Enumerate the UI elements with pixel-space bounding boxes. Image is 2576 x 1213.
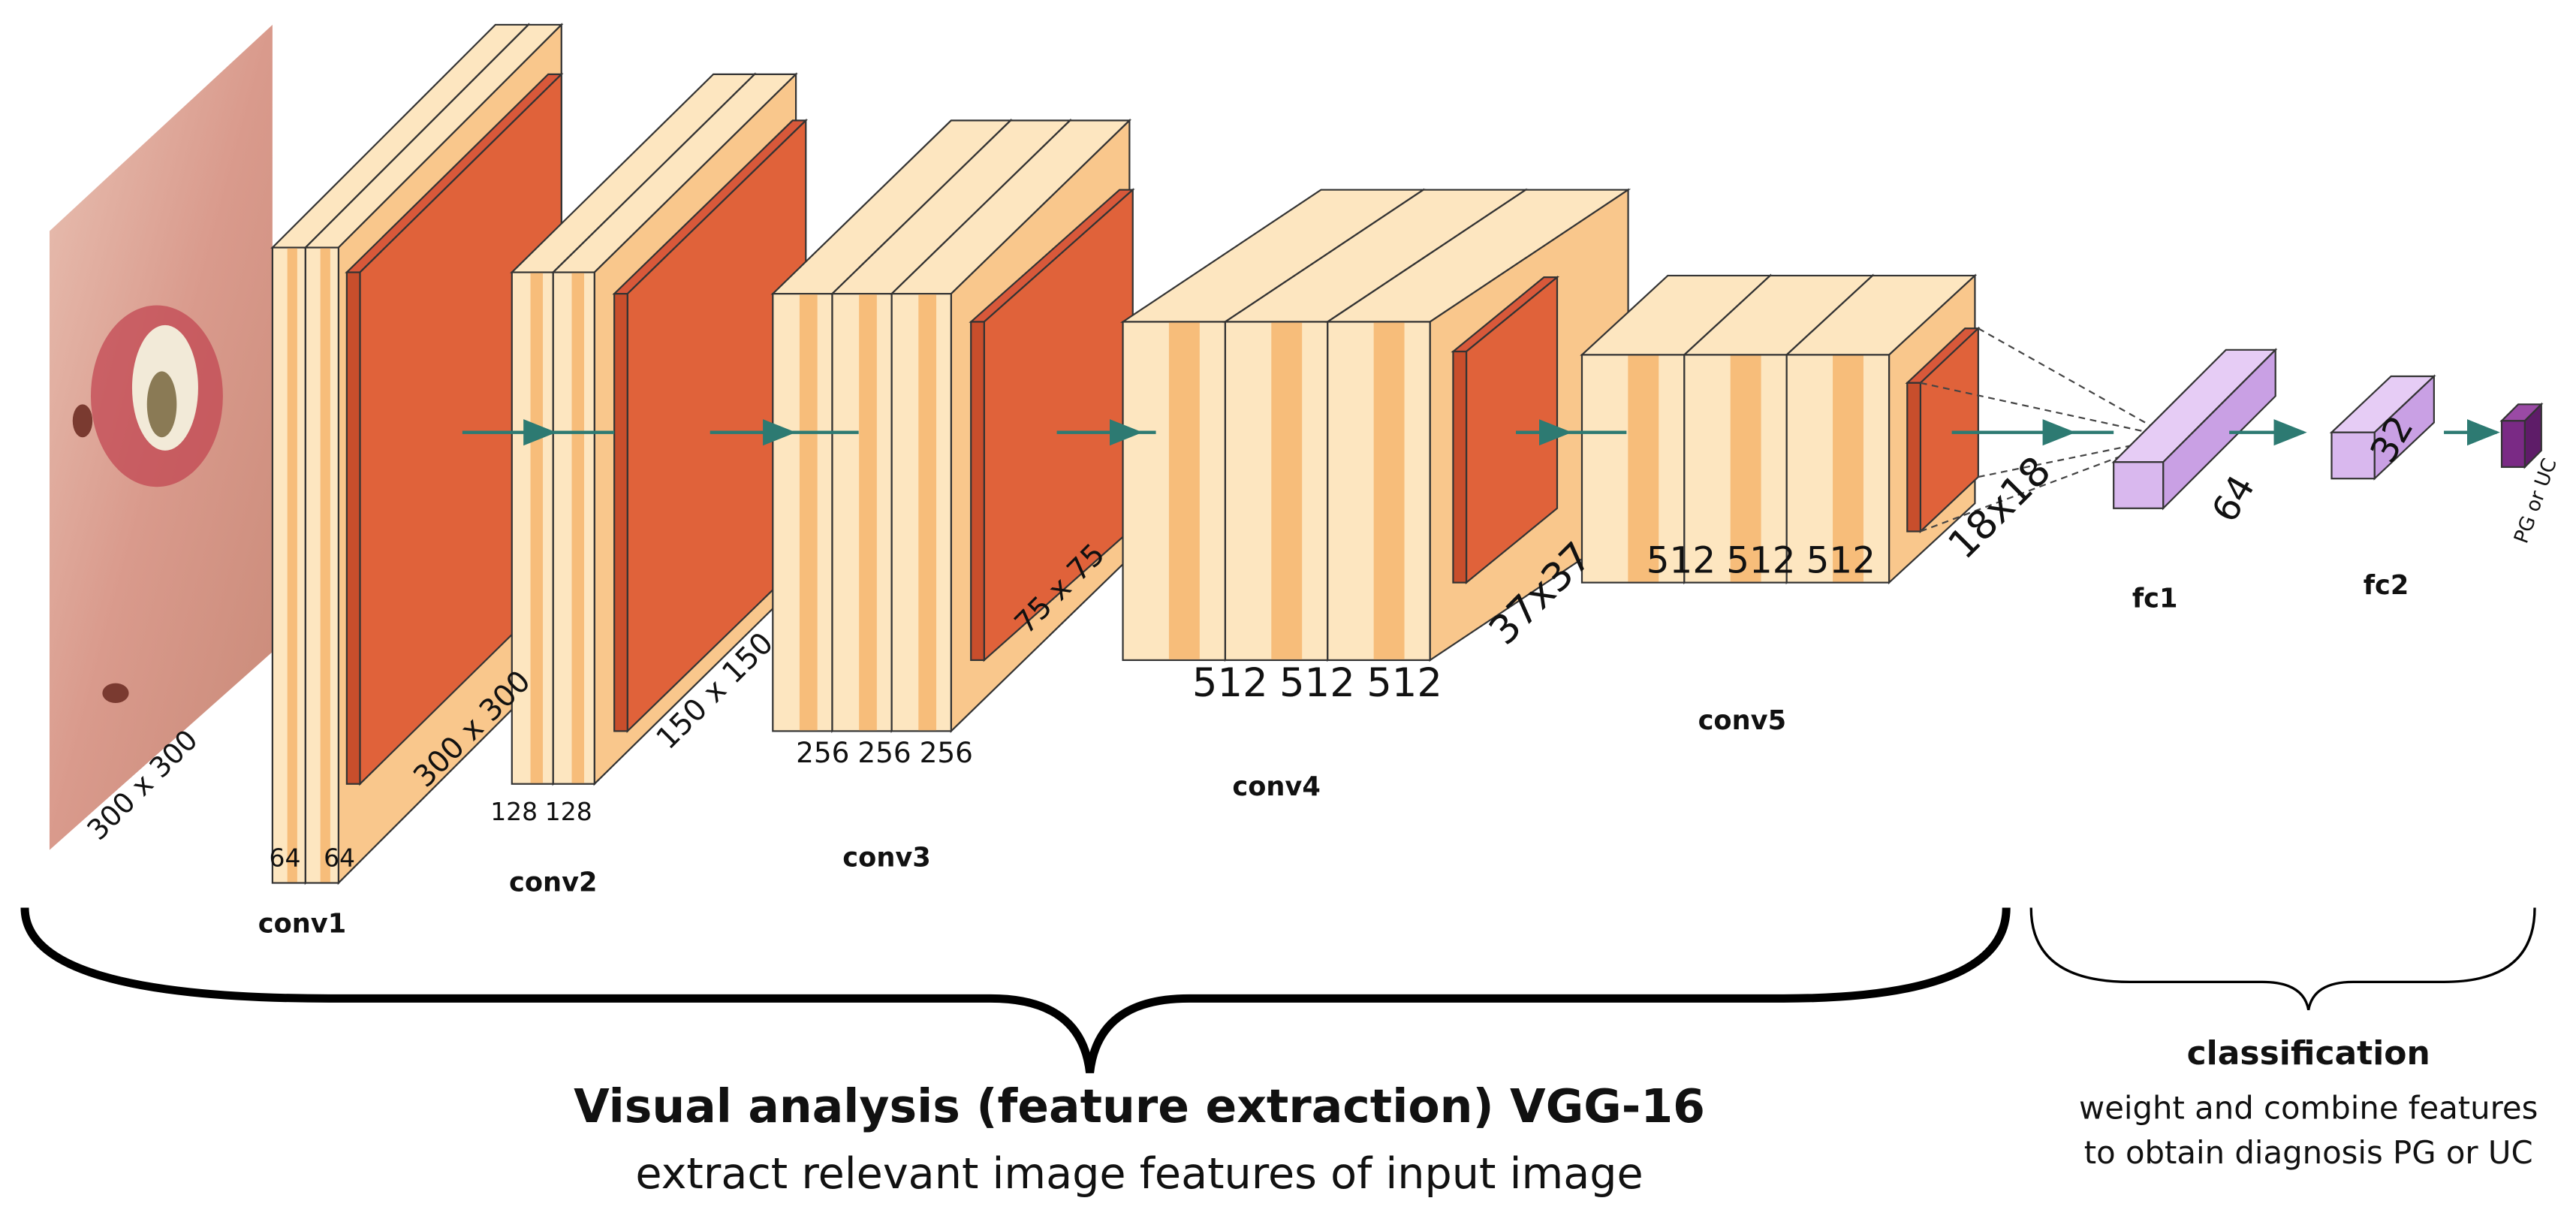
conv-layer-stripe [1373,322,1405,659]
classification-title: classification [2187,1034,2430,1073]
network [270,23,2544,886]
pool-layer-front [345,271,361,785]
connector [1978,327,2172,439]
channel-label: 512 [1366,660,1442,706]
conv-layer-stripe [287,248,297,883]
connector [1920,382,2172,439]
input-image [49,24,273,850]
conv-layer-stripe [1628,355,1659,582]
fc-layer [2329,374,2436,481]
block-name: conv5 [1698,705,1786,736]
output-layer-front [2500,420,2526,468]
conv-layer-stripe [859,294,877,731]
fc-layer [2111,348,2278,511]
classification-line: to obtain diagnosis PG or UC [2084,1134,2533,1171]
pool-layer-front [613,293,628,732]
pool-layer [612,118,808,733]
output-layer [2499,402,2544,469]
channel-label: 256 [857,736,911,769]
channel-label: 256 [920,736,973,769]
block-name: conv4 [1232,771,1320,802]
pool-layer-front [1452,350,1468,584]
block-name: conv1 [258,908,346,939]
channel-label: 256 [796,736,849,769]
pool-layer [1451,275,1560,584]
pool-layer [969,188,1135,662]
feature-brace [20,907,2011,1073]
channel-label: 512 [1279,660,1355,706]
classification-line: weight and combine features [2079,1090,2538,1127]
channel-label: 128 [545,797,592,826]
conv-layer-stripe [918,294,937,731]
channel-label: 512 [1726,539,1795,581]
conv-layer-stripe [320,248,330,883]
fc-layer-front [2330,431,2376,480]
channel-label: 64 [269,843,300,873]
block-name: conv2 [509,868,597,898]
conv-layer-stripe [530,273,544,783]
conv-layer-stripe [1271,322,1303,659]
channel-label: 512 [1647,539,1716,581]
channel-label: 64 [324,843,355,873]
conv-layer-stripe [1833,355,1863,582]
channel-label: 128 [490,797,538,826]
conv-layer-stripe [1730,355,1761,582]
output-label: PG or UC [2510,456,2561,547]
channel-label: 512 [1806,539,1876,581]
conv-layer-stripe [799,294,818,731]
conv-layer-stripe [571,273,585,783]
fc-layer-front [2113,461,2165,509]
pool-layer-front [1906,382,1921,533]
conv-layer-stripe [1168,322,1200,659]
fc-name: fc2 [2364,570,2409,601]
feature-subtitle: extract relevant image features of input… [635,1149,1643,1199]
units-label: 64 [2204,468,2263,529]
feature-title: Visual analysis (feature extraction) VGG… [574,1079,1705,1133]
classification-brace [2029,907,2536,1011]
channel-label: 512 [1192,660,1268,706]
block-name: conv3 [842,843,930,874]
fc-name: fc1 [2132,584,2178,614]
pool-layer-front [970,321,985,662]
